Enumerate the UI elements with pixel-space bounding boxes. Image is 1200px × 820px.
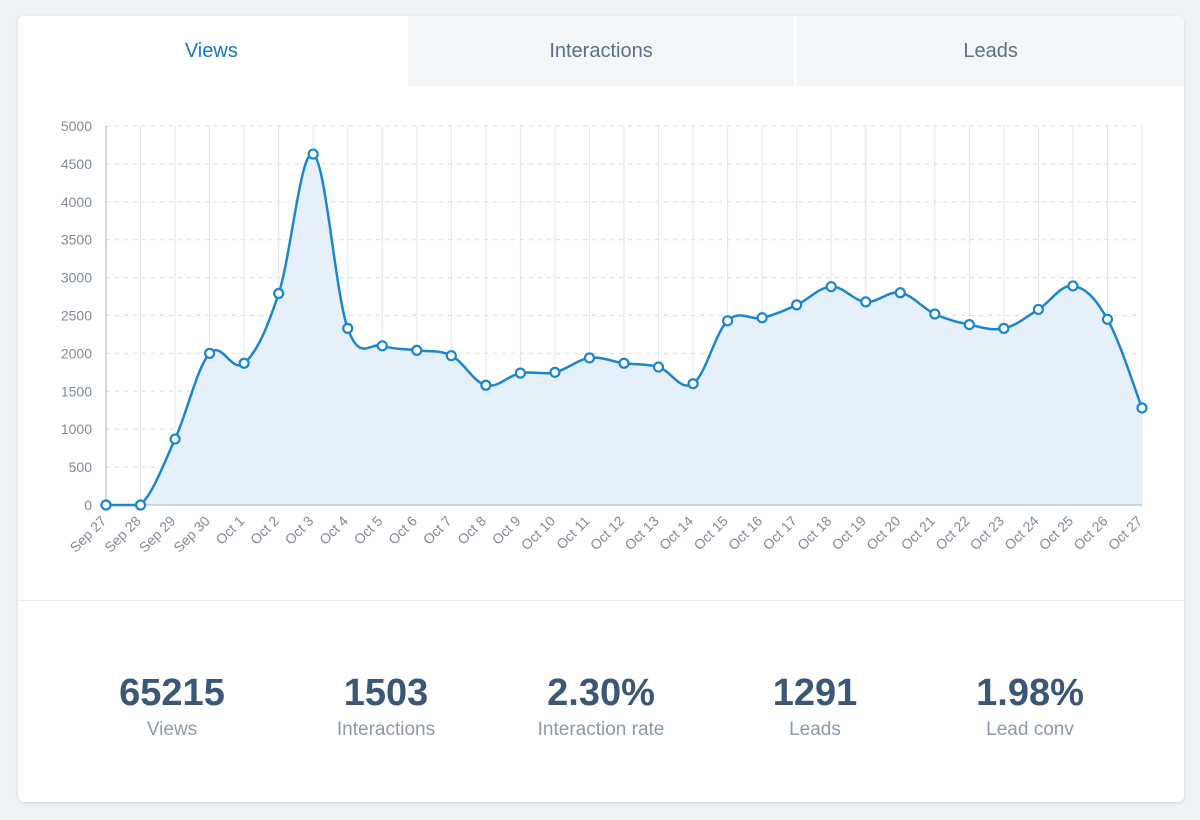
views-area: [106, 153, 1142, 505]
data-point: [1136, 402, 1148, 414]
y-tick-label: 4000: [61, 194, 92, 210]
stat-leads: 1291 Leads: [705, 671, 925, 741]
data-point: [1101, 313, 1114, 325]
data-point: [342, 322, 354, 334]
x-tick-label: Oct 21: [898, 512, 939, 553]
stat-value: 2.30%: [547, 672, 655, 714]
stat-value: 65215: [119, 672, 225, 714]
data-point: [411, 344, 423, 356]
y-tick-label: 0: [84, 497, 92, 513]
data-point: [894, 287, 906, 299]
data-point: [721, 315, 734, 327]
x-tick-label: Oct 7: [420, 512, 455, 547]
stat-value: 1503: [343, 672, 429, 714]
y-tick-label: 3000: [61, 270, 92, 286]
tab-interactions[interactable]: Interactions: [404, 16, 795, 86]
stats-summary: 65215 Views 1503 Interactions 2.30% Inte…: [18, 601, 1184, 802]
x-tick-label: Oct 18: [794, 512, 835, 553]
x-tick-label: Oct 13: [621, 512, 662, 553]
y-tick-label: 2000: [61, 345, 92, 361]
x-tick-label: Oct 11: [553, 512, 593, 552]
data-point: [618, 357, 630, 369]
data-point: [791, 299, 803, 311]
x-tick-label: Oct 22: [932, 512, 973, 553]
data-point: [169, 433, 181, 445]
data-point: [204, 347, 216, 359]
data-point: [687, 378, 699, 390]
tab-bar: Views Interactions Leads: [18, 16, 1184, 86]
data-point: [756, 312, 768, 324]
tab-views[interactable]: Views: [18, 16, 405, 86]
chart-svg: 0 500 1000 1500 2000 2500 3000 3500 4000 4500 5000…: [61, 118, 1148, 555]
data-point: [929, 308, 941, 320]
x-tick-label: Oct 5: [351, 512, 386, 547]
stat-label: Interactions: [336, 719, 436, 740]
x-tick-label: Oct 8: [454, 512, 489, 547]
x-tick-label: Sep 29: [136, 512, 179, 555]
x-tick-label: Oct 4: [316, 512, 351, 547]
x-tick-label: Oct 24: [1001, 512, 1042, 553]
x-tick-label: Oct 15: [690, 512, 731, 553]
data-point: [480, 379, 492, 391]
data-point: [1032, 303, 1045, 316]
stat-label: Views: [146, 719, 198, 740]
x-tick-label: Oct 12: [587, 512, 628, 553]
stat-interactions: 1503 Interactions: [276, 671, 496, 741]
stat-lead-conv: 1.98% Lead conv: [920, 671, 1140, 741]
views-chart: 0 500 1000 1500 2000 2500 3000 3500 4000 4500 5000…: [18, 86, 1184, 600]
data-point: [583, 352, 596, 364]
stat-views: 65215 Views: [62, 671, 282, 741]
analytics-card: Views Interactions Leads 0 500 1000 1500 200…: [18, 16, 1184, 802]
stat-label: Leads: [789, 719, 841, 740]
x-tick-label: Oct 17: [759, 512, 800, 553]
data-point: [825, 281, 837, 293]
y-tick-label: 3500: [61, 232, 92, 248]
x-tick-label: Sep 28: [101, 512, 144, 555]
x-tick-label: Oct 3: [282, 512, 317, 547]
x-tick-label: Oct 2: [247, 512, 282, 547]
data-point: [998, 322, 1010, 334]
tab-leads[interactable]: Leads: [794, 16, 1184, 86]
x-tick-label: Oct 27: [1105, 512, 1146, 553]
x-tick-label: Oct 20: [863, 512, 904, 553]
y-tick-label: 1500: [61, 383, 92, 399]
x-tick-label: Sep 30: [170, 512, 213, 555]
y-tick-label: 1000: [61, 421, 92, 437]
x-tick-label: Oct 19: [829, 512, 870, 553]
x-tick-label: Oct 14: [656, 512, 697, 553]
data-point: [238, 357, 250, 369]
data-point: [273, 287, 285, 300]
data-point: [514, 367, 526, 379]
x-tick-label: Oct 26: [1070, 512, 1111, 553]
y-tick-label: 4500: [61, 156, 92, 172]
data-point: [307, 148, 319, 160]
data-point: [100, 499, 112, 511]
stat-label: Interaction rate: [537, 719, 665, 740]
x-tick-label: Oct 10: [518, 512, 559, 553]
stat-value: 1.98%: [976, 672, 1084, 714]
y-tick-label: 2500: [61, 308, 92, 324]
data-point: [1067, 280, 1079, 292]
stat-value: 1291: [772, 672, 858, 714]
x-tick-label: Oct 16: [725, 512, 766, 553]
stat-interaction-rate: 2.30% Interaction rate: [491, 671, 711, 741]
data-point: [445, 350, 457, 362]
y-tick-label: 5000: [61, 118, 92, 134]
data-point: [860, 296, 872, 308]
data-point: [376, 340, 388, 352]
data-point: [549, 366, 561, 378]
x-tick-label: Oct 25: [1036, 512, 1077, 553]
x-tick-label: Oct 23: [967, 512, 1008, 553]
divider: [18, 600, 1184, 601]
x-tick-label: Oct 6: [385, 512, 420, 547]
data-point: [963, 318, 975, 331]
x-tick-label: Oct 1: [212, 512, 247, 547]
y-tick-label: 500: [69, 459, 93, 475]
stat-label: Lead conv: [986, 719, 1074, 740]
data-point: [652, 361, 665, 373]
x-tick-label: Sep 27: [67, 512, 110, 555]
data-point: [134, 499, 147, 511]
